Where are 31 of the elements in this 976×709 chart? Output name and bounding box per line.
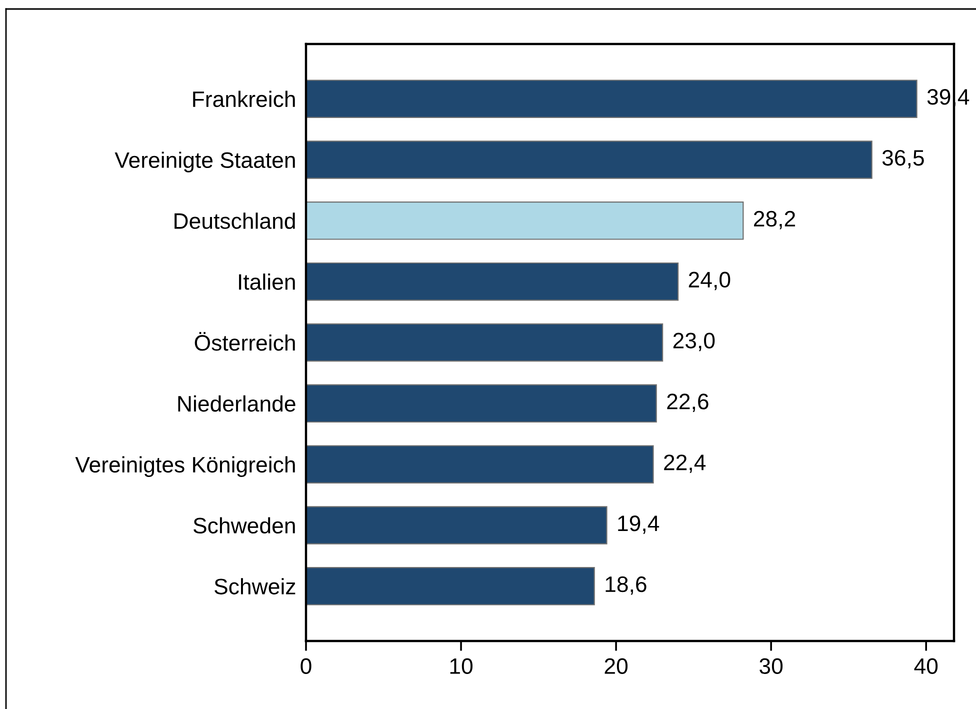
bar <box>306 384 657 423</box>
data-label: 22,4 <box>664 454 706 473</box>
bar <box>306 202 744 240</box>
bar <box>306 323 664 362</box>
data-label: 28,2 <box>754 210 796 230</box>
bar <box>306 445 654 484</box>
x-tick-label: 40 <box>914 658 938 674</box>
bar <box>306 506 608 544</box>
y-tick-label: Italien <box>239 274 295 290</box>
y-tick-label: Vereinigte Staaten <box>114 152 295 172</box>
data-label: 23,0 <box>673 332 715 352</box>
bar <box>306 567 595 606</box>
data-label: 18,6 <box>606 576 646 595</box>
y-tick-label: Deutschland <box>174 212 295 229</box>
data-label: 36,5 <box>882 150 924 168</box>
y-tick-label: Frankreich <box>193 90 295 108</box>
x-tick-label: 20 <box>604 658 628 674</box>
y-tick-label: Schweden <box>194 517 295 534</box>
x-tick-label: 30 <box>760 658 783 674</box>
x-tick-label: 10 <box>450 658 473 674</box>
data-label: 19,4 <box>618 515 660 534</box>
bar <box>306 140 872 179</box>
y-tick-label: Niederlande <box>178 395 296 412</box>
y-tick-label: Vereinigtes Königreich <box>75 456 295 477</box>
data-label: 22,6 <box>667 394 708 412</box>
bar <box>306 80 918 118</box>
y-tick-label: Schweiz <box>214 578 296 594</box>
x-tick-label: 0 <box>300 658 312 674</box>
data-label: 24,0 <box>688 272 730 290</box>
y-tick-label: Österreich <box>194 332 295 351</box>
bar <box>306 262 679 301</box>
